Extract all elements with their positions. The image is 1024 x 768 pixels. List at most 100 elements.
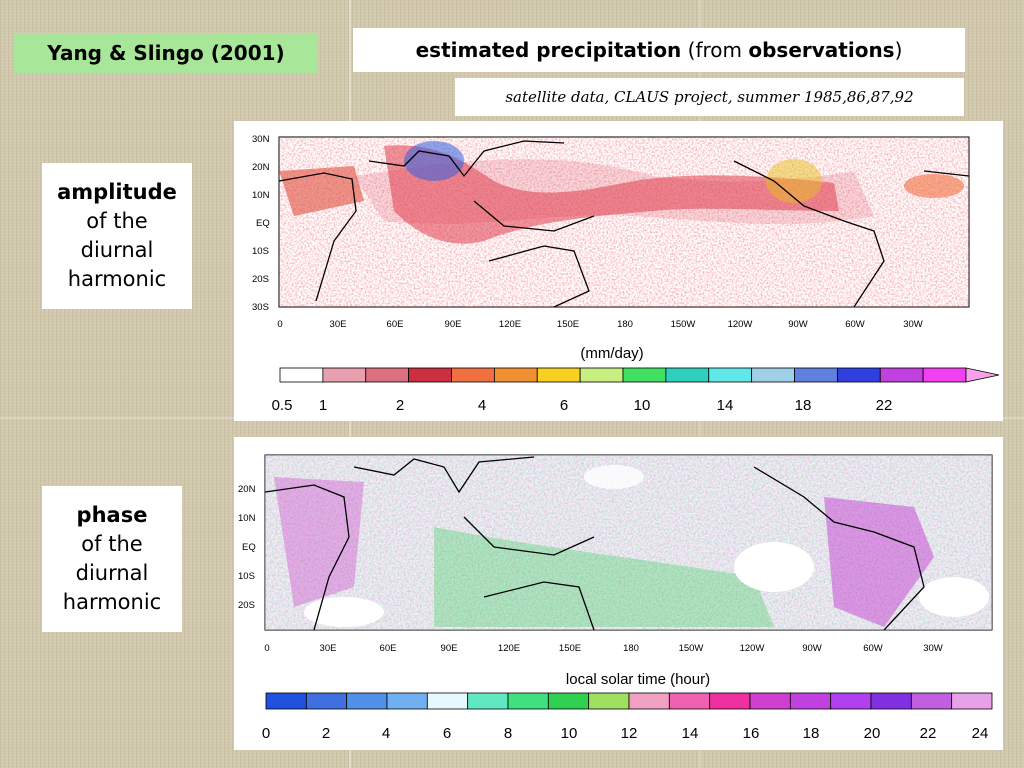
colorbar-swatch — [346, 692, 388, 710]
phase-colorbar-unit: local solar time (hour) — [566, 671, 710, 688]
colorbar-swatch — [536, 367, 581, 383]
amplitude-colorbar-unit: (mm/day) — [580, 345, 643, 362]
amplitude-label: amplitude of the diurnal harmonic — [42, 163, 192, 309]
colorbar-swatch — [365, 367, 410, 383]
lat-tick: 10S — [238, 571, 255, 582]
colorbar-swatch — [749, 692, 791, 710]
phase-colorbar — [265, 692, 993, 710]
colorbar-swatch — [789, 692, 832, 710]
colorbar-swatch — [870, 692, 912, 710]
amplitude-label-line2: of the — [86, 209, 148, 233]
data-source-note: satellite data, CLAUS project, summer 19… — [455, 78, 964, 116]
phase-label: phase of the diurnal harmonic — [42, 486, 182, 632]
colorbar-label: 10 — [634, 397, 651, 414]
colorbar-swatch — [836, 367, 881, 383]
colorbar-swatch — [588, 692, 630, 710]
colorbar-label: 4 — [382, 725, 390, 742]
title-plain-2: ) — [894, 38, 903, 62]
phase-lat-ticks: 20N 10N EQ 10S 20S — [238, 484, 256, 611]
colorbar-label: 6 — [443, 725, 451, 742]
lat-tick: EQ — [242, 542, 256, 553]
colorbar-label: 10 — [561, 725, 578, 742]
colorbar-swatch — [467, 692, 509, 710]
phase-colorbar-labels: 0 2 4 6 8 10 12 14 16 18 20 22 24 — [262, 725, 989, 742]
amplitude-label-bold: amplitude — [57, 180, 177, 204]
lon-tick: 60W — [845, 319, 865, 330]
lon-tick: 90W — [802, 643, 822, 654]
phase-label-line4: harmonic — [62, 590, 162, 614]
colorbar-swatch — [322, 367, 367, 383]
colorbar-label: 0 — [262, 725, 270, 742]
colorbar-label: 14 — [682, 725, 699, 742]
colorbar-label: 2 — [322, 725, 330, 742]
lat-tick: 10N — [252, 190, 270, 201]
colorbar-swatch — [922, 367, 967, 383]
amplitude-lon-ticks: 0 30E 60E 90E 120E 150E 180 150W 120W 90… — [277, 319, 922, 330]
colorbar-swatch — [794, 367, 838, 383]
lon-tick: 120E — [498, 643, 520, 654]
colorbar-swatch — [951, 692, 993, 710]
colorbar-label: 0.5 — [272, 397, 293, 414]
colorbar-label: 18 — [803, 725, 820, 742]
phase-panel: 20N 10N EQ 10S 20S 0 30E 60E 90E 120E 15… — [234, 437, 1003, 750]
amplitude-colorbar-labels: 0.5 1 2 4 6 10 14 18 22 — [272, 397, 893, 414]
lat-tick: EQ — [256, 218, 270, 229]
amplitude-lat-ticks: 30N 20N 10N EQ 10S 20S 30S — [252, 134, 270, 313]
lon-tick: 120W — [740, 643, 765, 654]
colorbar-swatch — [830, 692, 872, 710]
colorbar-swatch — [386, 692, 428, 710]
title-bold-2: observations — [748, 38, 895, 62]
colorbar-swatch — [547, 692, 590, 710]
lon-tick: 90E — [445, 319, 462, 330]
colorbar-label: 4 — [478, 397, 486, 414]
lat-tick: 20S — [252, 274, 269, 285]
lat-tick: 10S — [252, 246, 269, 257]
colorbar-label: 6 — [560, 397, 568, 414]
colorbar-swatch — [493, 367, 538, 383]
lon-tick: 150W — [671, 319, 696, 330]
colorbar-label: 8 — [504, 725, 512, 742]
lon-tick: 120W — [728, 319, 753, 330]
phase-label-bold: phase — [76, 503, 148, 527]
phase-lon-ticks: 0 30E 60E 90E 120E 150E 180 150W 120W 90… — [264, 643, 942, 654]
lon-tick: 180 — [617, 319, 633, 330]
slide-title: estimated precipitation (from observatio… — [353, 28, 965, 72]
lat-tick: 20S — [238, 600, 255, 611]
phase-label-line3: diurnal — [75, 561, 149, 585]
colorbar-label: 2 — [396, 397, 404, 414]
title-plain-1: (from — [681, 38, 749, 62]
lon-tick: 90E — [441, 643, 458, 654]
colorbar-swatch — [628, 692, 670, 710]
lat-tick: 10N — [238, 513, 256, 524]
lon-tick: 60E — [380, 643, 397, 654]
lon-tick: 0 — [264, 643, 269, 654]
phase-precip-field — [265, 455, 992, 630]
phase-figure: 20N 10N EQ 10S 20S 0 30E 60E 90E 120E 15… — [238, 454, 993, 742]
colorbar-label: 16 — [743, 725, 760, 742]
colorbar-label: 18 — [795, 397, 812, 414]
colorbar-label: 22 — [876, 397, 893, 414]
amplitude-label-line4: harmonic — [67, 267, 167, 291]
colorbar-label: 1 — [319, 397, 327, 414]
author-citation: Yang & Slingo (2001) — [14, 33, 318, 73]
colorbar-label: 24 — [972, 725, 989, 742]
colorbar-swatch — [579, 367, 624, 383]
lat-tick: 30S — [252, 302, 269, 313]
colorbar-swatch — [879, 367, 924, 383]
colorbar-label: 12 — [621, 725, 638, 742]
colorbar-swatch — [708, 367, 753, 383]
lon-tick: 60E — [387, 319, 404, 330]
colorbar-swatch — [622, 367, 667, 383]
amplitude-coastlines — [279, 140, 969, 307]
amplitude-colorbar — [279, 367, 967, 383]
colorbar-swatch — [408, 367, 452, 383]
colorbar-swatch — [709, 692, 751, 710]
lon-tick: 120E — [499, 319, 521, 330]
lon-tick: 60W — [863, 643, 883, 654]
colorbar-swatch — [265, 692, 307, 710]
lon-tick: 90W — [788, 319, 808, 330]
lat-tick: 30N — [252, 134, 270, 145]
phase-coastlines — [265, 456, 925, 630]
lon-tick: 150W — [679, 643, 704, 654]
colorbar-swatch — [426, 692, 469, 710]
